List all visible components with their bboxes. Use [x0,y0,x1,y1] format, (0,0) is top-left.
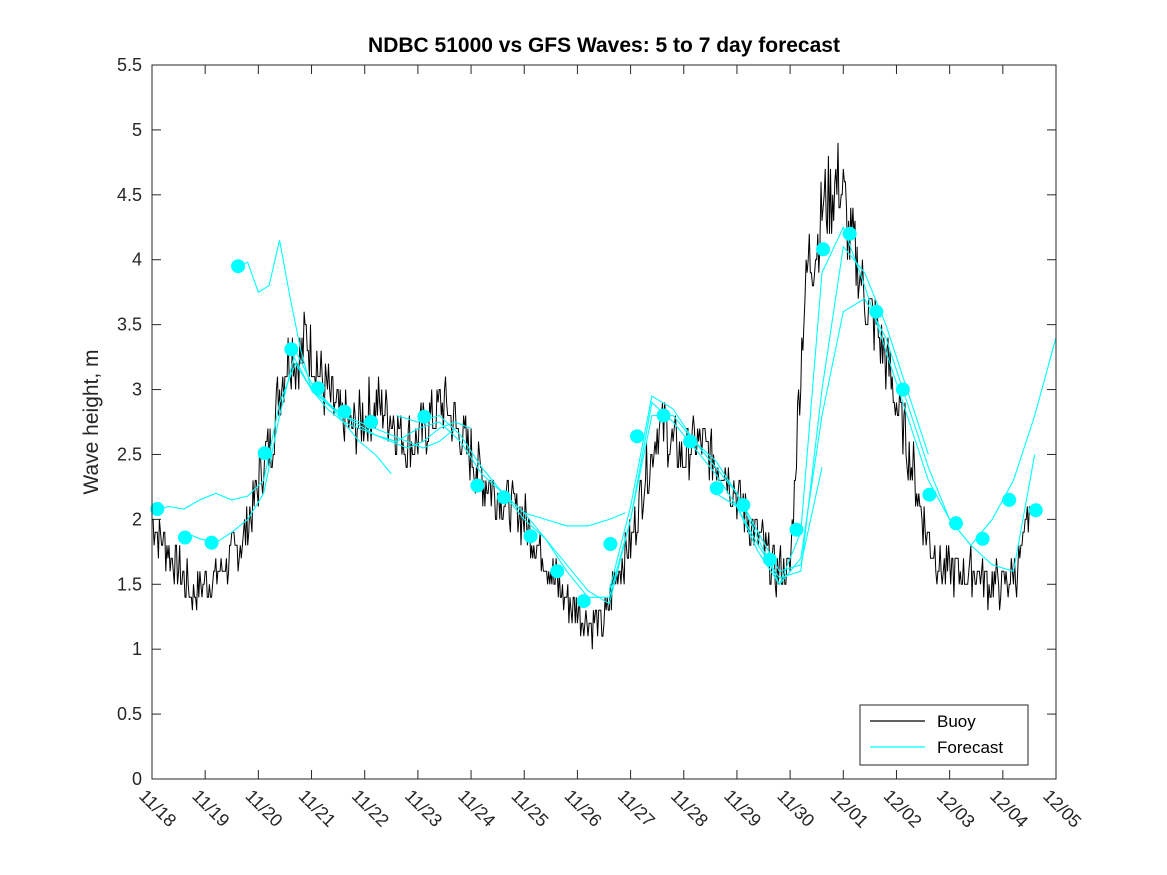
y-tick-label: 2 [132,509,142,529]
y-tick-label: 0.5 [117,704,142,724]
forecast-marker [178,530,192,545]
forecast-line-4 [396,414,823,598]
forecast-marker [150,502,165,516]
y-tick-label: 3.5 [117,315,142,335]
forecast-marker [603,537,618,551]
forecast-marker [949,516,963,531]
legend-buoy-label: Buoy [937,712,976,731]
forecast-markers [150,226,1043,609]
forecast-marker [417,409,432,424]
forecast-marker [576,594,591,609]
forecast-marker [337,404,352,419]
y-axis-title: Wave height, m [80,349,103,494]
buoy-series [152,142,1030,650]
forecast-line-7 [715,225,1057,586]
y-tick-label: 1 [132,639,142,659]
forecast-marker [1028,503,1043,518]
forecast-marker [231,259,246,274]
forecast-marker [470,478,485,493]
legend-forecast-label: Forecast [937,738,1003,757]
forecast-marker [523,529,538,544]
chart-title: NDBC 51000 vs GFS Waves: 5 to 7 day fore… [368,34,840,57]
forecast-marker [816,242,831,257]
forecast-marker [869,304,884,319]
y-tick-label: 3 [132,380,142,400]
y-tick-label: 0 [132,769,142,789]
legend: Buoy Forecast [859,704,1029,766]
forecast-marker [895,382,910,397]
forecast-marker [284,342,299,357]
forecast-marker [550,564,565,579]
buoy-line [152,142,1030,650]
forecast-marker [789,522,804,537]
y-tick-label: 1.5 [117,574,142,594]
plot-area [152,65,1056,779]
forecast-marker [204,535,219,550]
forecast-line-5 [502,245,929,605]
forecast-marker [257,446,272,461]
y-axis: 0 0.5 1 1.5 2 2.5 3 3.5 4 4.5 5 5.5 [117,55,1056,789]
forecast-line-2 [236,240,472,449]
y-tick-label: 2.5 [117,444,142,464]
y-tick-label: 5.5 [117,55,142,75]
forecast-line-0 [151,362,392,514]
legend-box [859,704,1029,766]
forecast-marker [1002,492,1017,507]
y-tick-label: 5 [132,120,142,140]
axes-background [152,65,1056,779]
forecast-marker [683,434,698,449]
forecast-marker [762,552,777,567]
forecast-marker [709,481,724,496]
forecast-marker [975,531,990,546]
forecast-marker [310,381,325,396]
forecast-marker [842,226,857,241]
y-tick-label: 4.5 [117,185,142,205]
axes-box [151,64,1057,780]
forecast-marker [656,408,671,423]
forecast-marker [364,415,379,429]
y-tick-label: 4 [132,250,142,270]
forecast-marker [736,498,751,513]
forecast-marker [630,429,644,444]
forecast-marker [497,490,511,505]
forecast-marker [922,487,937,502]
